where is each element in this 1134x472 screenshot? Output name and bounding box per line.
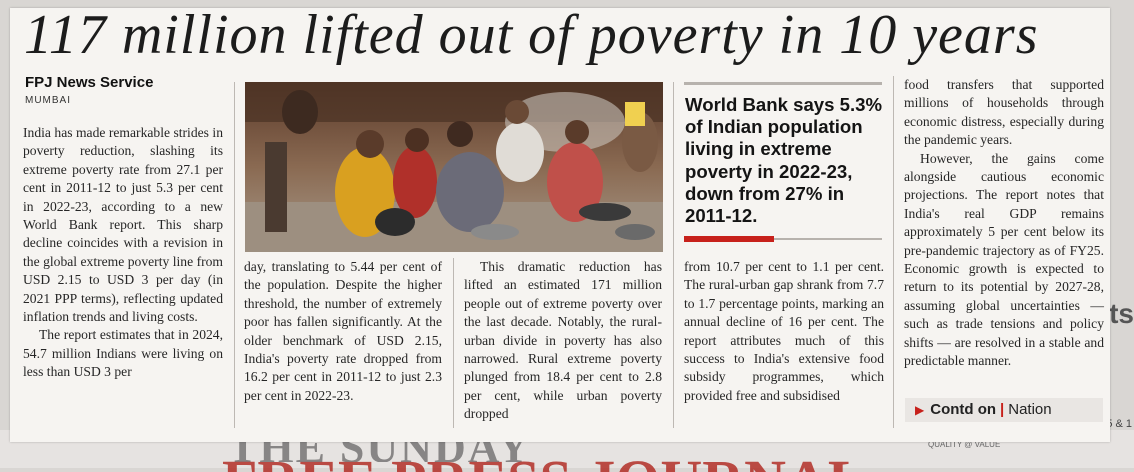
article-column-4: from 10.7 per cent to 1.1 per cent. The …: [684, 258, 884, 428]
street-scene-photo: [245, 82, 663, 252]
article-photo: [245, 82, 663, 252]
paragraph: This dramatic reduction has lifted an es…: [464, 259, 662, 422]
column-divider: [893, 76, 894, 428]
continued-label: Contd on: [930, 401, 997, 418]
background-red-title: FREE PRESS JOURNAL: [222, 452, 1122, 472]
background-edge-small-text: 5 & 1: [1106, 418, 1132, 430]
column-divider: [453, 258, 454, 428]
continued-section: Nation: [1008, 401, 1052, 418]
background-quality-tag: QUALITY @ VALUE: [928, 440, 1001, 449]
article-column-3: This dramatic reduction has lifted an es…: [464, 258, 662, 428]
separator: |: [1000, 401, 1005, 418]
triangle-right-icon: ▶: [915, 403, 925, 417]
paragraph: However, the gains come alongside cautio…: [904, 150, 1104, 369]
article-column-1: India has made remarkable strides in pov…: [23, 124, 223, 430]
article-column-2: day, translating to 5.44 per cent of the…: [244, 258, 442, 428]
callout-accent-bar: [684, 236, 774, 242]
paragraph: food transfers that supported millions o…: [904, 77, 1104, 148]
article-headline: 117 million lifted out of poverty in 10 …: [24, 4, 1039, 66]
paragraph: from 10.7 per cent to 1.1 per cent. The …: [684, 259, 884, 403]
callout-top-rule: [684, 82, 882, 85]
paragraph: India has made remarkable strides in pov…: [23, 125, 223, 325]
pull-quote: World Bank says 5.3% of Indian populatio…: [685, 94, 883, 227]
paragraph: The report estimates that in 2024, 54.7 …: [23, 327, 223, 380]
callout-bottom-rule: [774, 238, 882, 240]
article-dateline: MUMBAI: [25, 95, 71, 106]
column-divider: [234, 82, 235, 428]
article-byline: FPJ News Service: [25, 74, 154, 91]
continued-on-jump: ▶ Contd on | Nation: [905, 398, 1103, 422]
column-divider: [673, 82, 674, 428]
article-column-5: food transfers that supported millions o…: [904, 76, 1104, 386]
paragraph: day, translating to 5.44 per cent of the…: [244, 259, 442, 403]
background-edge-text: ts: [1109, 298, 1134, 329]
